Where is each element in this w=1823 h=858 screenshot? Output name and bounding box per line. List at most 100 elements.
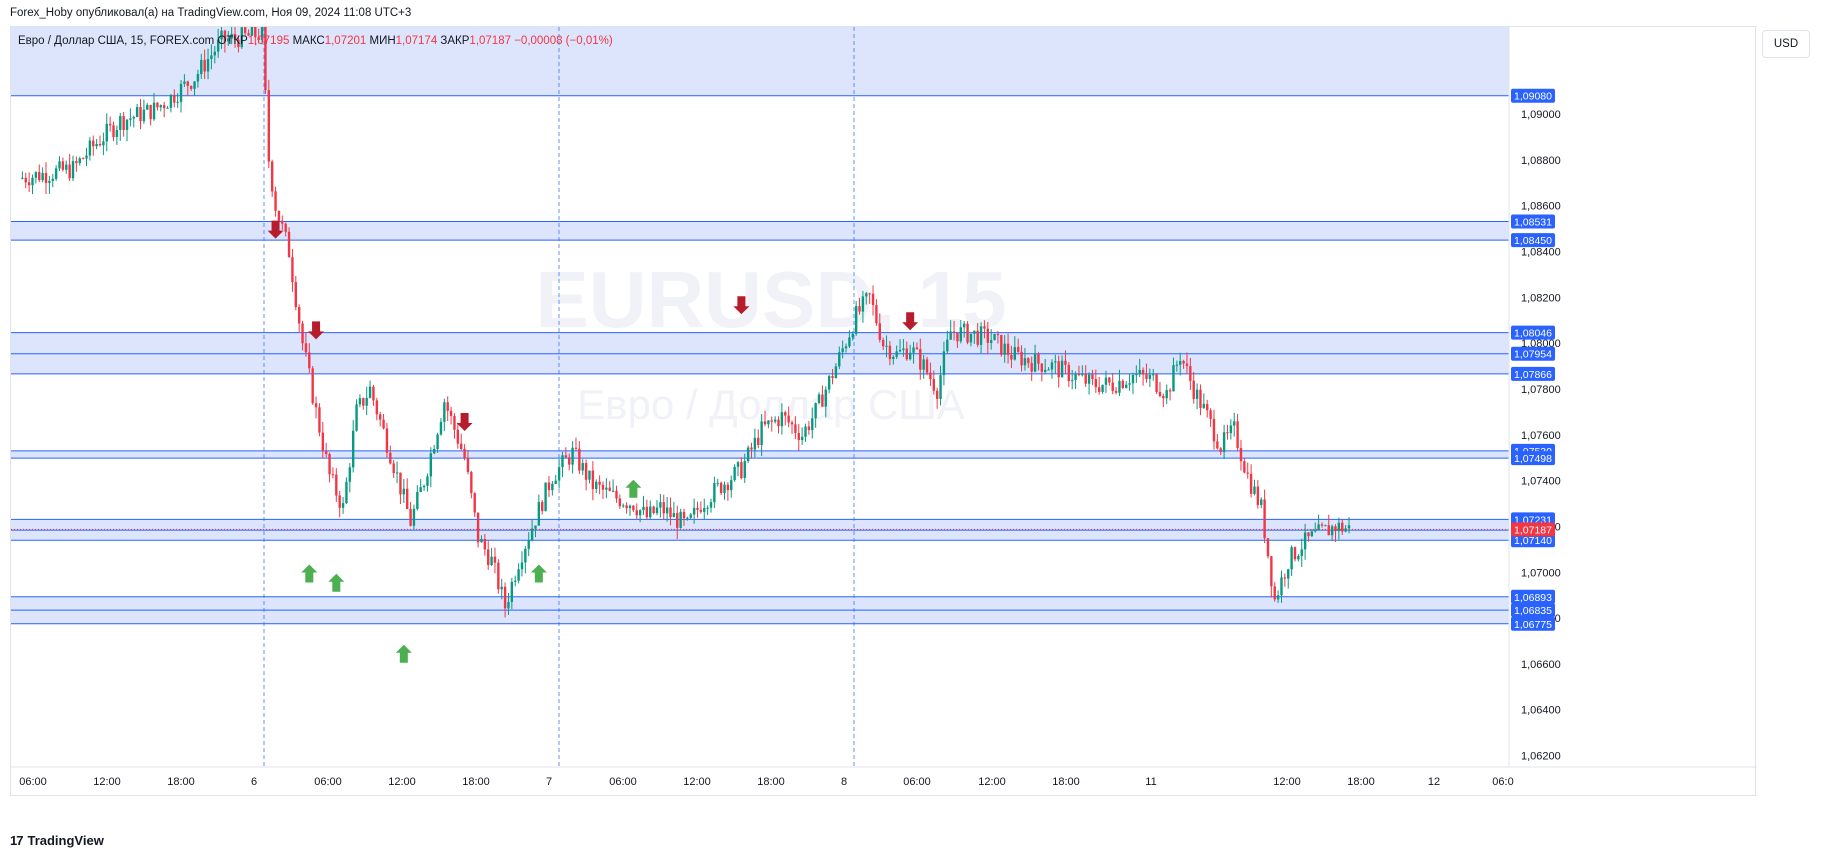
candle-body: [301, 323, 304, 344]
level-price-tag[interactable]: [1511, 366, 1555, 381]
candle-body: [1266, 538, 1270, 557]
level-price-tag[interactable]: [1511, 616, 1555, 631]
candle-body: [98, 143, 102, 146]
candle-body: [372, 386, 375, 401]
sell-arrow-icon[interactable]: [733, 296, 750, 315]
candle-body: [240, 27, 243, 48]
level-price-tag[interactable]: [1511, 603, 1555, 618]
buy-arrow-icon[interactable]: [301, 564, 318, 583]
candle-body: [625, 505, 628, 509]
candle-body: [254, 27, 257, 38]
candle-body: [797, 432, 800, 441]
chart-canvas[interactable]: EURUSD, 15 Евро / Доллар США 1,06200 1,0640…: [11, 27, 1757, 797]
candle-body: [1135, 374, 1138, 376]
sell-arrow-icon[interactable]: [902, 312, 919, 331]
candle-body: [21, 177, 24, 179]
candle-body: [105, 123, 108, 142]
level-price-tag[interactable]: [1511, 451, 1555, 466]
candle-body: [311, 368, 314, 404]
time-tick-label: 18:00: [1052, 776, 1080, 788]
currency-button[interactable]: USD: [1762, 30, 1810, 58]
candle-body: [767, 420, 770, 425]
price-tick-label: 1,08200: [1521, 292, 1561, 304]
candle-body: [186, 81, 189, 87]
candle-body: [557, 467, 561, 481]
candle-body: [1152, 374, 1155, 376]
candle-body: [108, 123, 112, 126]
level-price-tag[interactable]: [1511, 325, 1555, 340]
candle-body: [233, 33, 237, 40]
candle-body: [1199, 389, 1202, 408]
time-tick-label: 06:00: [903, 776, 931, 788]
candle-body: [716, 482, 719, 484]
candle-body: [243, 27, 247, 34]
candle-body: [429, 453, 433, 477]
candle-body: [335, 474, 338, 496]
buy-arrow-icon[interactable]: [625, 479, 642, 498]
candle-body: [156, 102, 159, 108]
candle-body: [922, 359, 925, 370]
candle-body: [1337, 522, 1341, 532]
level-price-tag[interactable]: [1511, 233, 1555, 248]
sell-arrow-icon[interactable]: [456, 413, 473, 432]
chart-area[interactable]: EURUSD, 15 Евро / Доллар США 1,06200 1,0640…: [10, 26, 1757, 797]
candle-body: [1081, 374, 1084, 376]
candle-body: [895, 351, 898, 357]
time-tick-label: 6: [251, 776, 257, 788]
time-tick-label: 06:00: [314, 776, 342, 788]
candle-body: [1043, 369, 1047, 372]
price-tick-label: 1,08600: [1521, 201, 1561, 213]
candle-body: [449, 410, 453, 416]
candle-body: [787, 415, 790, 423]
candle-body: [129, 118, 132, 120]
price-tick-label: 1,06600: [1521, 659, 1561, 671]
legend-change: −0,00008 (−0,01%): [514, 35, 613, 47]
publisher-header: Forex_Hoby опубликовал(а) на TradingView…: [10, 7, 412, 19]
candle-body: [1033, 353, 1037, 372]
candle-body: [902, 348, 905, 350]
candle-body: [935, 390, 939, 399]
sell-arrow-icon[interactable]: [267, 220, 284, 239]
candle-body: [490, 556, 493, 566]
candle-body: [851, 333, 854, 338]
candle-body: [1084, 374, 1087, 384]
level-price-tag-label: 1,08450: [1514, 235, 1552, 247]
candle-body: [1125, 384, 1128, 388]
candle-body: [713, 483, 716, 503]
candle-body: [1098, 387, 1101, 392]
candle-body: [1260, 499, 1263, 506]
level-price-tag[interactable]: [1511, 533, 1555, 548]
level-price-tag[interactable]: [1511, 346, 1555, 361]
candle-body: [328, 454, 331, 475]
candle-body: [507, 601, 510, 609]
candle-body: [1138, 369, 1141, 375]
candle-body: [65, 164, 68, 170]
candle-body: [932, 379, 935, 391]
candle-body: [1168, 390, 1172, 392]
candle-body: [841, 348, 844, 353]
buy-arrow-icon[interactable]: [395, 644, 412, 663]
buy-arrow-icon[interactable]: [530, 564, 547, 583]
footer-brand[interactable]: 17 TradingView: [10, 833, 104, 848]
legend-low-value: 1,07174: [395, 35, 438, 47]
candle-body: [476, 512, 480, 543]
buy-arrow-icon[interactable]: [328, 573, 345, 592]
candle-body: [1276, 595, 1280, 600]
candle-body: [824, 389, 827, 407]
level-price-tag[interactable]: [1511, 88, 1555, 103]
level-price-tag[interactable]: [1511, 589, 1555, 604]
candle-body: [564, 455, 568, 458]
candle-body: [760, 421, 763, 445]
candle-body: [773, 419, 777, 422]
candle-body: [784, 412, 787, 416]
candle-body: [699, 509, 703, 512]
legend-symbol[interactable]: Евро / Доллар США, 15, FOREX.com: [18, 35, 215, 47]
candle-body: [665, 507, 669, 514]
last-price-tag[interactable]: [1511, 522, 1555, 537]
level-price-tag[interactable]: [1511, 214, 1555, 229]
candle-body: [210, 55, 213, 60]
candle-body: [1000, 334, 1003, 355]
sell-arrow-icon[interactable]: [308, 321, 325, 340]
level-price-tag-label: 1,07498: [1514, 453, 1552, 465]
candle-body: [1074, 374, 1077, 381]
